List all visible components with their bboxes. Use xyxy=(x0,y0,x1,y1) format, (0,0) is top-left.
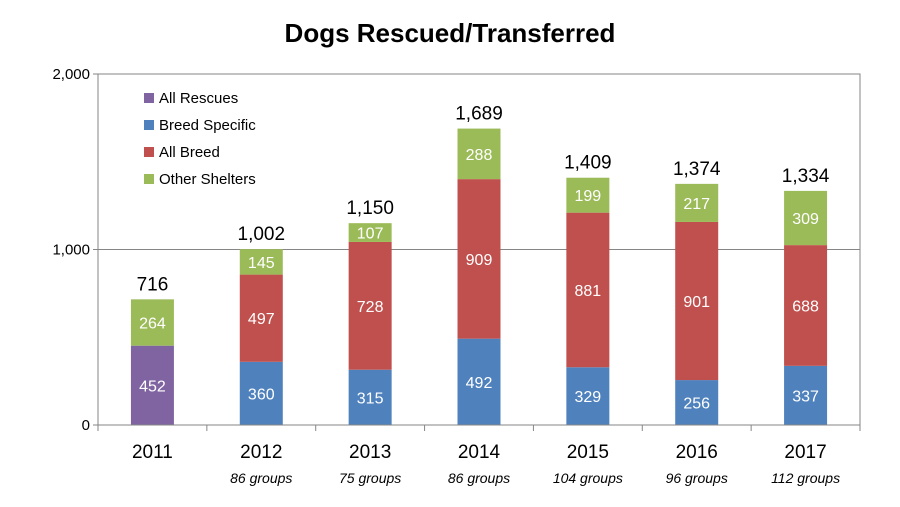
legend-swatch xyxy=(144,120,154,130)
group-count-label: 112 groups xyxy=(771,470,840,486)
segment-value-label: 309 xyxy=(792,211,819,228)
group-count-label: 96 groups xyxy=(666,470,728,486)
bar-segment xyxy=(130,345,174,425)
bar-segment xyxy=(348,241,392,370)
y-tick-label: 2,000 xyxy=(52,66,90,83)
bar-segment xyxy=(566,367,610,425)
total-label: 1,409 xyxy=(564,153,612,174)
bar-segment xyxy=(675,221,719,381)
segment-value-label: 199 xyxy=(575,188,602,205)
total-label: 1,374 xyxy=(673,159,721,180)
segment-value-label: 315 xyxy=(357,390,384,407)
bars: 452 264 716 360 497 145 1,002 315 728 107 1,150 492… xyxy=(130,104,830,425)
chart-title: Dogs Rescued/Transferred xyxy=(285,18,616,48)
group-count-label: 75 groups xyxy=(339,470,401,486)
segment-value-label: 217 xyxy=(683,196,710,213)
bar-segment xyxy=(348,369,392,425)
segment-value-label: 264 xyxy=(139,316,166,333)
segment-value-label: 337 xyxy=(792,388,819,405)
bar-segment xyxy=(239,274,283,362)
bar-segment xyxy=(566,212,610,368)
segment-value-label: 728 xyxy=(357,299,384,316)
y-tick-label: 1,000 xyxy=(52,242,90,259)
segment-value-label: 909 xyxy=(466,252,493,269)
segment-value-label: 497 xyxy=(248,311,275,328)
axes: 0 1,000 2,000 2011 2012 86 groups 2013 75 group… xyxy=(52,66,861,486)
legend-label: Other Shelters xyxy=(159,171,256,188)
x-tick-label: 2017 xyxy=(784,442,826,463)
x-tick-label: 2012 xyxy=(240,442,282,463)
bar-segment xyxy=(457,179,501,339)
bar-segment xyxy=(784,365,828,425)
total-label: 1,002 xyxy=(238,224,286,245)
segment-value-label: 881 xyxy=(575,283,602,300)
bar-segment xyxy=(675,380,719,425)
x-tick-label: 2015 xyxy=(567,442,609,463)
bar-segment xyxy=(784,245,828,366)
segment-value-label: 492 xyxy=(466,375,493,392)
bar-segment xyxy=(784,190,828,246)
group-count-label: 86 groups xyxy=(230,470,292,486)
segment-value-label: 901 xyxy=(683,294,710,311)
x-tick-label: 2014 xyxy=(458,442,501,463)
x-tick-label: 2013 xyxy=(349,442,391,463)
bar-segment xyxy=(239,249,283,275)
bar-segment xyxy=(566,177,610,213)
legend: All Rescues Breed Specific All Breed Other … xyxy=(144,90,256,188)
segment-value-label: 329 xyxy=(575,389,602,406)
bar-segment xyxy=(239,361,283,425)
segment-value-label: 256 xyxy=(683,396,710,413)
segment-value-label: 452 xyxy=(139,378,166,395)
bar-segment xyxy=(675,183,719,222)
x-tick-label: 2011 xyxy=(132,442,173,463)
segment-value-label: 107 xyxy=(357,226,384,243)
segment-value-label: 688 xyxy=(792,298,819,315)
bar-segment xyxy=(457,128,501,180)
bar-segment xyxy=(457,338,501,425)
y-tick-label: 0 xyxy=(82,417,90,434)
x-tick-label: 2016 xyxy=(676,442,718,463)
legend-swatch xyxy=(144,174,154,184)
bar-segment xyxy=(130,299,174,346)
legend-label: Breed Specific xyxy=(159,117,256,134)
bar-segment xyxy=(348,223,392,242)
legend-swatch xyxy=(144,147,154,157)
legend-swatch xyxy=(144,93,154,103)
legend-label: All Rescues xyxy=(159,90,238,107)
total-label: 1,689 xyxy=(455,104,503,125)
total-label: 1,334 xyxy=(782,166,830,187)
segment-value-label: 145 xyxy=(248,255,275,272)
segment-value-label: 360 xyxy=(248,386,275,403)
total-label: 1,150 xyxy=(346,198,394,219)
group-count-label: 104 groups xyxy=(553,470,623,486)
segment-value-label: 288 xyxy=(466,147,493,164)
legend-label: All Breed xyxy=(159,144,220,161)
group-count-label: 86 groups xyxy=(448,470,510,486)
total-label: 716 xyxy=(137,274,169,295)
